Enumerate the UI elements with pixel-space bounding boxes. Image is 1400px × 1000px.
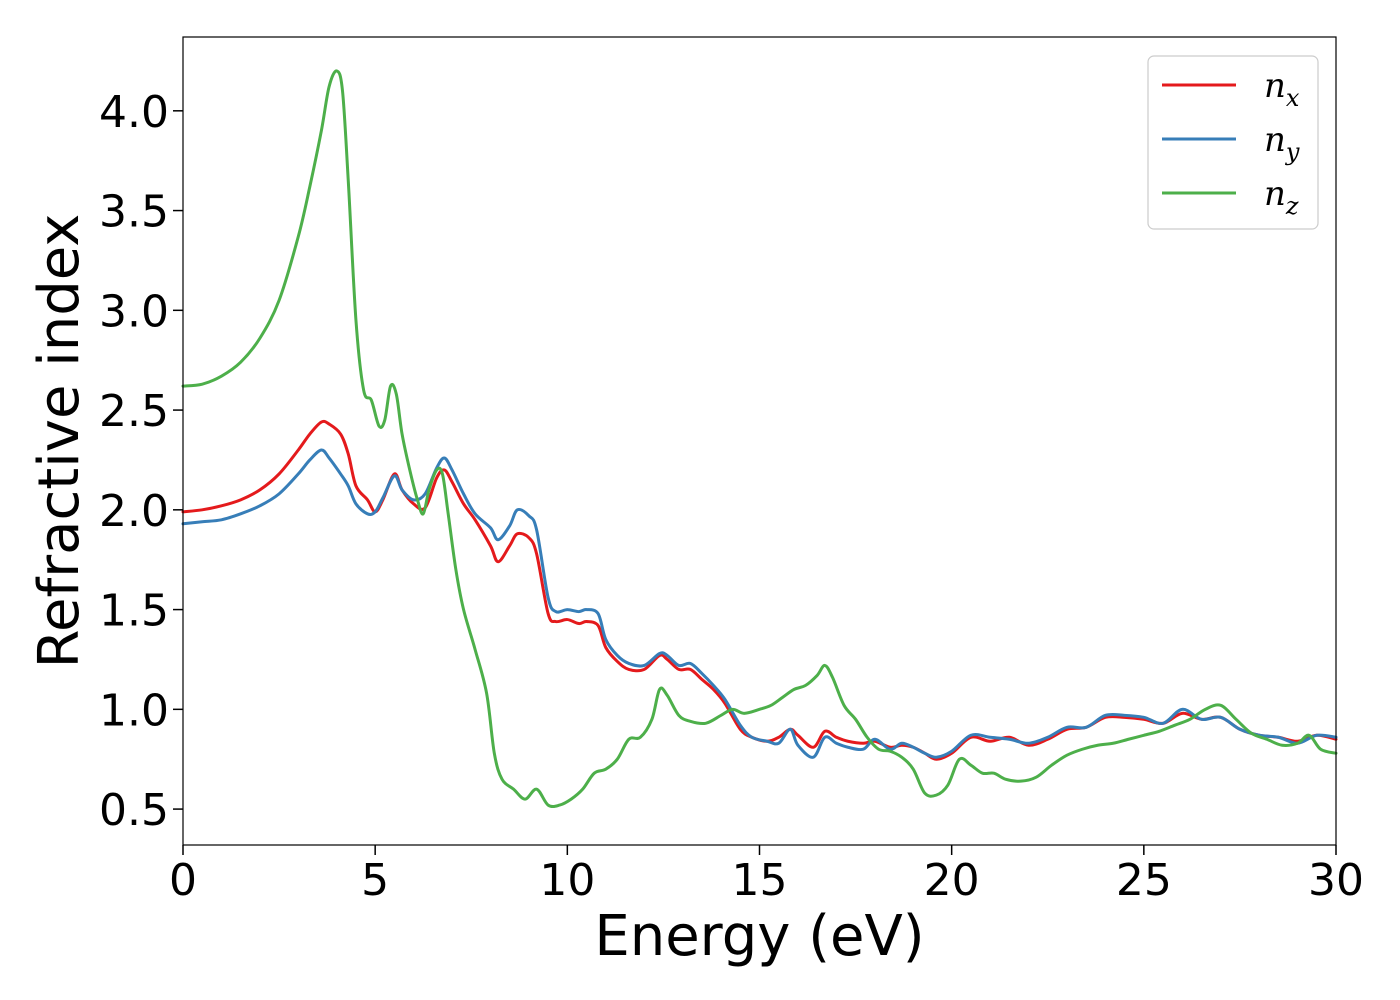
x-tick-label: 5 (361, 855, 389, 906)
y-tick-label: 1.5 (99, 586, 169, 637)
series-line-n-y (181, 448, 1338, 759)
x-tick-label: 10 (539, 855, 595, 906)
x-axis-ticks: 0 5 10 15 20 25 30 (169, 845, 1364, 906)
x-tick-label: 0 (169, 855, 197, 906)
series-layer (181, 69, 1338, 809)
y-axis-label: Refractive index (27, 214, 92, 669)
y-tick-label: 1.0 (99, 685, 169, 736)
x-axis-label: Energy (eV) (594, 904, 924, 969)
y-tick-label: 3.5 (99, 187, 169, 238)
y-tick-label: 4.0 (99, 87, 169, 138)
y-tick-label: 3.0 (99, 286, 169, 337)
y-tick-label: 2.0 (99, 486, 169, 537)
y-axis-ticks: 0.5 1.0 1.5 2.0 2.5 3.0 3.5 4.0 (99, 87, 183, 836)
y-tick-label: 0.5 (99, 785, 169, 836)
series-line-n-z (181, 69, 1338, 809)
x-tick-label: 30 (1308, 855, 1364, 906)
legend-box (1147, 55, 1319, 230)
x-tick-label: 15 (732, 855, 788, 906)
y-tick-label: 2.5 (99, 386, 169, 437)
x-tick-label: 25 (1116, 855, 1172, 906)
x-tick-label: 20 (924, 855, 980, 906)
